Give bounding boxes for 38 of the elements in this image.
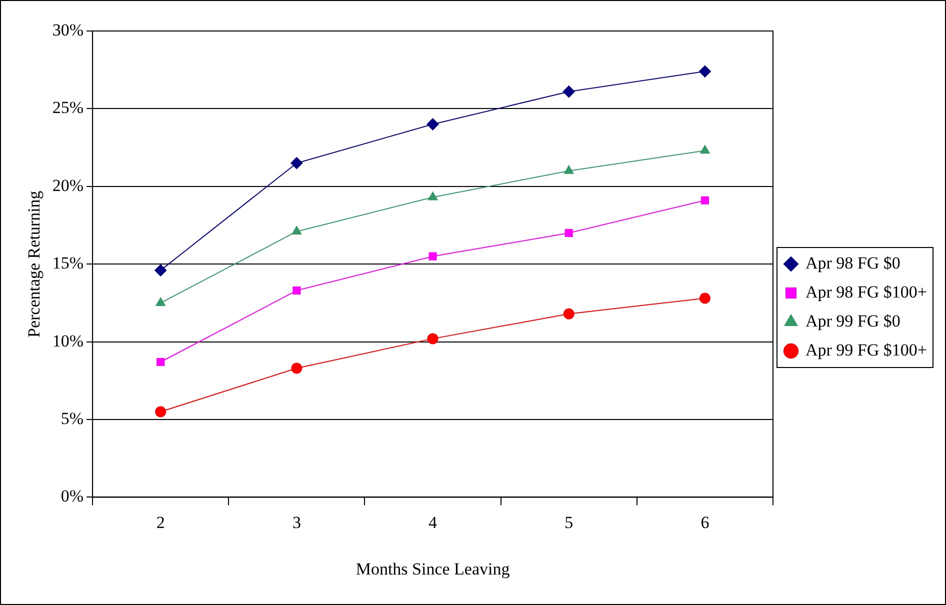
point: [156, 358, 165, 366]
y-tick-label: 5%: [60, 408, 84, 428]
legend-label: Apr 99 FG $100+: [805, 340, 928, 360]
x-tick-label: 2: [156, 512, 165, 532]
point: [155, 406, 166, 418]
y-tick-label: 25%: [52, 98, 84, 118]
point: [700, 145, 710, 154]
point: [562, 86, 575, 98]
legend-label: Apr 98 FG $0: [805, 253, 900, 272]
point: [563, 308, 574, 320]
x-tick-label: 5: [564, 512, 574, 532]
legend-label: Apr 99 FG $0: [805, 311, 900, 330]
point: [291, 362, 302, 374]
x-tick-label: 3: [292, 512, 301, 532]
y-tick-label: 30%: [52, 20, 84, 40]
point: [564, 228, 573, 238]
point: [292, 226, 302, 234]
x-tick-label: 4: [428, 512, 438, 532]
y-axis-title: Percentage Returning: [24, 190, 44, 338]
y-tick-label: 15%: [52, 254, 84, 273]
point: [290, 157, 303, 170]
x-tick-label: 6: [700, 512, 710, 532]
point: [156, 297, 166, 306]
x-axis-title: Months Since Leaving: [356, 559, 510, 578]
point: [427, 333, 438, 344]
point: [154, 264, 167, 276]
point: [700, 196, 709, 204]
point: [698, 65, 711, 78]
point: [428, 252, 437, 260]
point: [426, 118, 439, 130]
point: [564, 165, 574, 174]
legend-label: Apr 98 FG $100+: [805, 282, 928, 302]
y-tick-label: 0%: [60, 486, 84, 506]
y-tick-label: 10%: [52, 331, 84, 350]
point: [699, 292, 710, 304]
point: [292, 286, 301, 295]
y-tick-label: 20%: [52, 176, 84, 195]
point: [428, 192, 438, 200]
